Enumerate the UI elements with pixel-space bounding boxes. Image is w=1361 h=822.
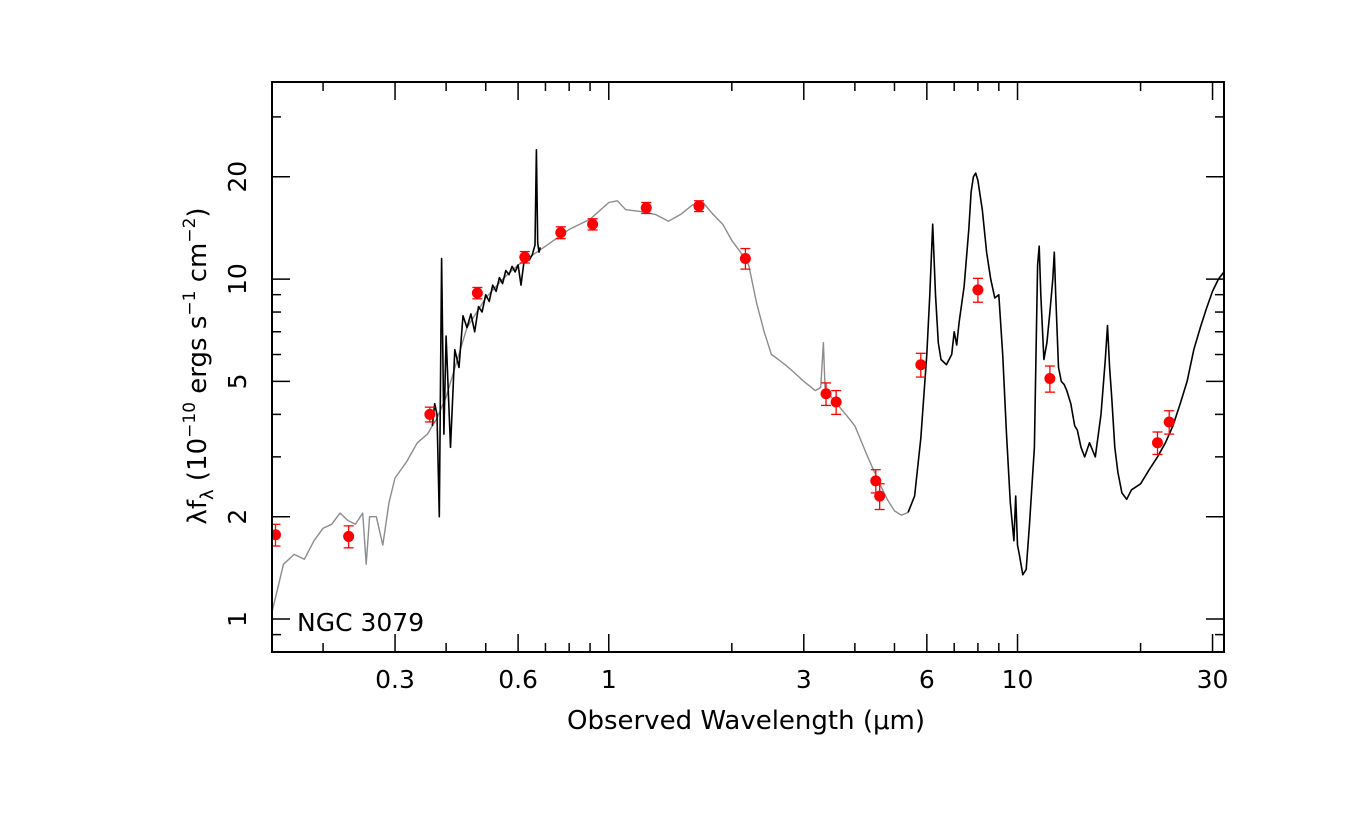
y-title-exp3: −2 [180,218,200,243]
photometry-point [519,251,531,263]
x-tick-label: 0.3 [375,665,415,694]
x-tick-label: 30 [1197,665,1229,694]
photometry-point [820,388,832,400]
y-tick-label: 1 [223,611,252,627]
y-axis-title: λfλ (10−10 ergs s−1 cm−2) [180,207,218,524]
photometry-point [587,218,599,230]
tick-labels: 0.3 0.6 1 3 6 10 30 1 2 5 10 20 [223,161,1228,694]
x-tick-label: 10 [1002,665,1034,694]
photometry-point [1044,373,1056,385]
photometry-point [739,252,751,264]
photometry-point [874,490,886,502]
y-title-open: (10 [183,438,213,490]
photometry-point [1163,416,1175,428]
y-tick-label: 10 [223,263,252,295]
y-tick-label: 5 [223,373,252,389]
galaxy-name-label: NGC 3079 [297,608,424,637]
y-tick-label: 20 [223,161,252,193]
ir-spectrum-line [907,172,1224,576]
x-tick-label: 3 [796,665,812,694]
photometry-point [972,284,984,296]
axis-ticks [272,82,1224,653]
x-tick-label: 1 [601,665,617,694]
y-title-f: f [183,499,213,509]
y-title-lambda: λ [183,509,213,524]
photometry-point [555,227,567,239]
y-title-exp1: −10 [180,402,200,438]
x-axis-title: Observed Wavelength (μm) [567,706,925,736]
photometry-point [424,408,436,420]
y-tick-label: 2 [223,509,252,525]
photometry-point [343,530,355,542]
x-tick-label: 0.6 [498,665,538,694]
plot-marks [272,149,1224,613]
y-title-close: ) [183,207,213,217]
photometry-point [272,529,282,541]
y-title-exp2: −1 [180,291,200,316]
y-title-sub: λ [197,489,218,500]
plot-frame [271,81,1225,653]
model-spectrum-line [272,200,909,613]
y-title-mid2: cm [183,243,213,291]
photometry-point [915,359,927,371]
photometry-point [693,200,705,212]
optical-spectrum-line [431,149,542,518]
x-tick-label: 6 [919,665,935,694]
photometry-point [830,396,842,408]
photometry-point [640,202,652,214]
photometry-point [1151,437,1163,449]
photometry-point [471,287,483,299]
y-title-mid1: ergs s [183,316,213,402]
